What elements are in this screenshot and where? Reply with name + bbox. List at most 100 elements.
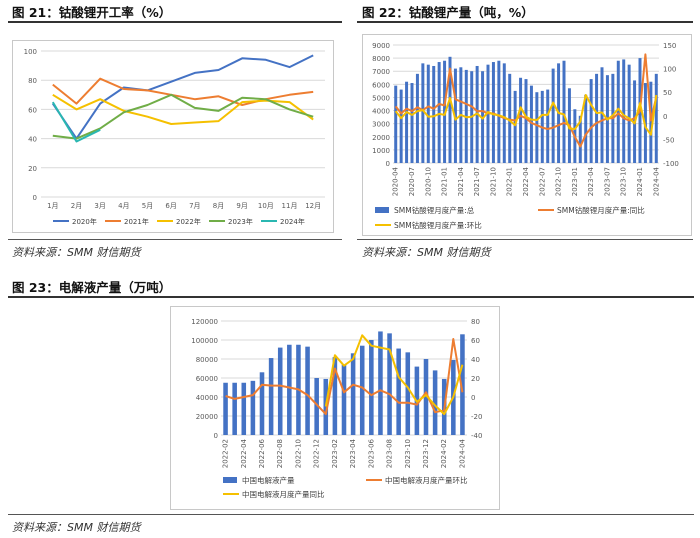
bar (519, 77, 523, 163)
series-line-SMM钴酸锂月度产量:环比 (394, 94, 658, 136)
y-right-tick-label: 100 (663, 66, 676, 74)
y-left-tick-label: 60000 (196, 375, 218, 383)
fig22-chart-panel: 0 1000 2000 3000 4000 5000 6000 7000 8000 9000 -10… (362, 34, 692, 236)
x-tick-label: 2022-10 (555, 167, 563, 196)
bar (277, 347, 283, 435)
bar (387, 333, 392, 435)
x-tick-label: 2022-04 (240, 438, 248, 468)
y-tick-label: 100 (24, 48, 37, 56)
bar (546, 89, 550, 163)
x-tick-label: 2022-08 (276, 439, 284, 468)
fig21-title: 图 21：钴酸锂开工率（%） (12, 5, 172, 20)
bar (268, 358, 274, 435)
bar (399, 89, 403, 163)
bar (259, 372, 265, 435)
legend-label: 2021年 (124, 217, 149, 226)
x-tick-label: 10月 (258, 202, 274, 210)
x-tick-label: 2月 (71, 202, 82, 210)
y-tick-label: 80 (28, 77, 37, 85)
y-right-tick-label: 0 (663, 113, 667, 121)
x-tick-label: 2022-02 (222, 439, 230, 468)
y-left-tick-label: 8000 (372, 55, 390, 63)
fig23-bar-line-chart: 0 20000 40000 60000 80000 100000 120000 -40 -20 0… (191, 318, 482, 499)
legend-label: 2020年 (72, 217, 97, 226)
bar (562, 60, 566, 163)
bar (460, 334, 465, 435)
bar (423, 359, 429, 435)
fig21-chart-panel: 0 20 40 60 80 100 1月 2月 3月 4月 5月 6月 7月 8月 9月 10月 11月 12月 2… (12, 40, 334, 233)
x-tick-label: 5月 (142, 202, 153, 210)
series-line-2021年 (52, 77, 314, 106)
y-left-tick-label: 9000 (372, 42, 390, 50)
x-tick-label: 2023-01 (571, 167, 579, 196)
bar (410, 83, 414, 163)
bar (529, 85, 533, 163)
bar (551, 68, 555, 163)
x-tick-label: 12月 (305, 202, 321, 210)
x-tick-label: 2023-04 (349, 438, 357, 468)
bar (497, 60, 501, 163)
fig22-title-rule (357, 21, 693, 23)
legend-label: 中国电解液产量 (242, 475, 295, 485)
bar (654, 73, 658, 163)
series-line-SMM钴酸锂月度产量:同比 (394, 53, 658, 148)
x-tick-label: 2022-12 (313, 439, 321, 468)
x-tick-label: 2023-08 (386, 439, 394, 468)
series-line-2024年 (51, 101, 101, 143)
bar (649, 81, 653, 163)
y-tick-label: 40 (28, 136, 37, 144)
x-tick-label: 2024-04 (458, 438, 466, 468)
y-tick-label: 60 (28, 106, 37, 114)
bar (305, 346, 310, 435)
bar (535, 92, 539, 163)
fig22-bar-line-chart: 0100020003000400050006000700080009000-10… (372, 42, 679, 230)
fig22-source-rule (357, 239, 693, 240)
bar (437, 62, 441, 163)
legend-label: SMM钴酸锂月度产量:环比 (394, 220, 482, 230)
bar (622, 59, 626, 163)
bar (323, 378, 329, 435)
fig22-source: 资料来源：SMM 财信期货 (362, 246, 491, 259)
y-left-tick-label: 7000 (372, 68, 390, 76)
x-tick-label: 2022-10 (294, 439, 302, 468)
x-tick-label: 2024-01 (636, 167, 644, 196)
y-right-tick-label: 50 (663, 89, 672, 97)
fig23-source: 资料来源：SMM 财信期货 (12, 521, 141, 534)
x-tick-label: 6月 (165, 202, 176, 210)
y-tick-label: 20 (28, 165, 37, 173)
y-left-tick-label: 4000 (372, 108, 390, 116)
y-left-tick-label: 6000 (372, 81, 390, 89)
bar (359, 345, 365, 435)
x-tick-label: 2021-04 (457, 166, 465, 196)
y-left-tick-label: 120000 (191, 318, 218, 326)
bar (241, 382, 247, 435)
bar (600, 67, 604, 163)
y-left-tick-label: 80000 (196, 356, 218, 364)
y-right-tick-label: 80 (471, 318, 480, 326)
bar (426, 64, 430, 163)
x-tick-label: 2023-07 (603, 167, 611, 196)
x-tick-label: 7月 (189, 202, 200, 210)
fig21-title-rule (8, 21, 342, 23)
legend-label: 中国电解液月度产量环比 (385, 475, 468, 485)
series-line-2023年 (52, 93, 314, 140)
y-left-tick-label: 100000 (191, 337, 218, 345)
bar (432, 370, 438, 435)
x-tick-label: 2024-02 (440, 439, 448, 468)
y-right-tick-label: -20 (471, 413, 482, 421)
bar (287, 344, 292, 435)
bar (589, 79, 593, 163)
x-tick-label: 2020-07 (408, 167, 416, 196)
bar (232, 382, 237, 435)
legend-label: 2022年 (176, 217, 201, 226)
fig22-title: 图 22：钴酸锂产量（吨，%） (362, 5, 534, 20)
x-tick-label: 2021-07 (473, 167, 481, 196)
x-tick-label: 2023-10 (620, 167, 628, 196)
bar (396, 348, 401, 435)
y-tick-label: 0 (33, 194, 37, 202)
bar (595, 73, 599, 163)
bar (584, 94, 588, 163)
x-tick-label: 2022-07 (538, 167, 546, 196)
y-left-tick-label: 40000 (196, 394, 218, 402)
fig23-source-rule (8, 514, 694, 515)
